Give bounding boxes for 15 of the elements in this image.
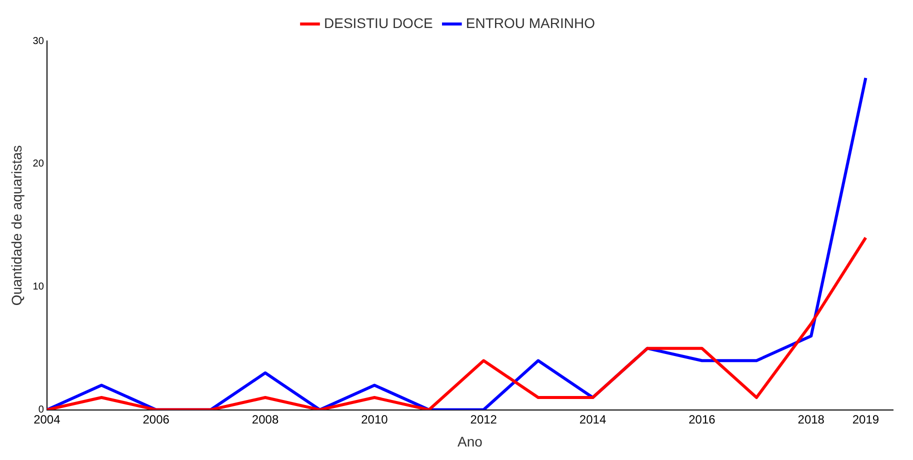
legend-label: DESISTIU DOCE — [324, 14, 433, 31]
y-axis-title: Quantidade de aquaristas — [8, 145, 24, 306]
x-tick-label: 2019 — [852, 412, 880, 426]
x-tick-label: 2008 — [252, 412, 279, 426]
y-tick-label: 10 — [32, 282, 44, 293]
x-tick-label: 2006 — [142, 412, 170, 426]
x-tick-label: 2012 — [470, 412, 498, 426]
legend-label: ENTROU MARINHO — [466, 14, 596, 31]
y-tick-label: 20 — [32, 158, 44, 170]
x-tick-label: 2014 — [579, 412, 606, 426]
x-tick-label: 2010 — [361, 412, 388, 426]
x-tick-label: 2018 — [798, 412, 825, 426]
x-tick-label: 2016 — [688, 412, 716, 426]
y-tick-label: 30 — [32, 36, 44, 47]
x-axis-title: Ano — [458, 433, 483, 450]
